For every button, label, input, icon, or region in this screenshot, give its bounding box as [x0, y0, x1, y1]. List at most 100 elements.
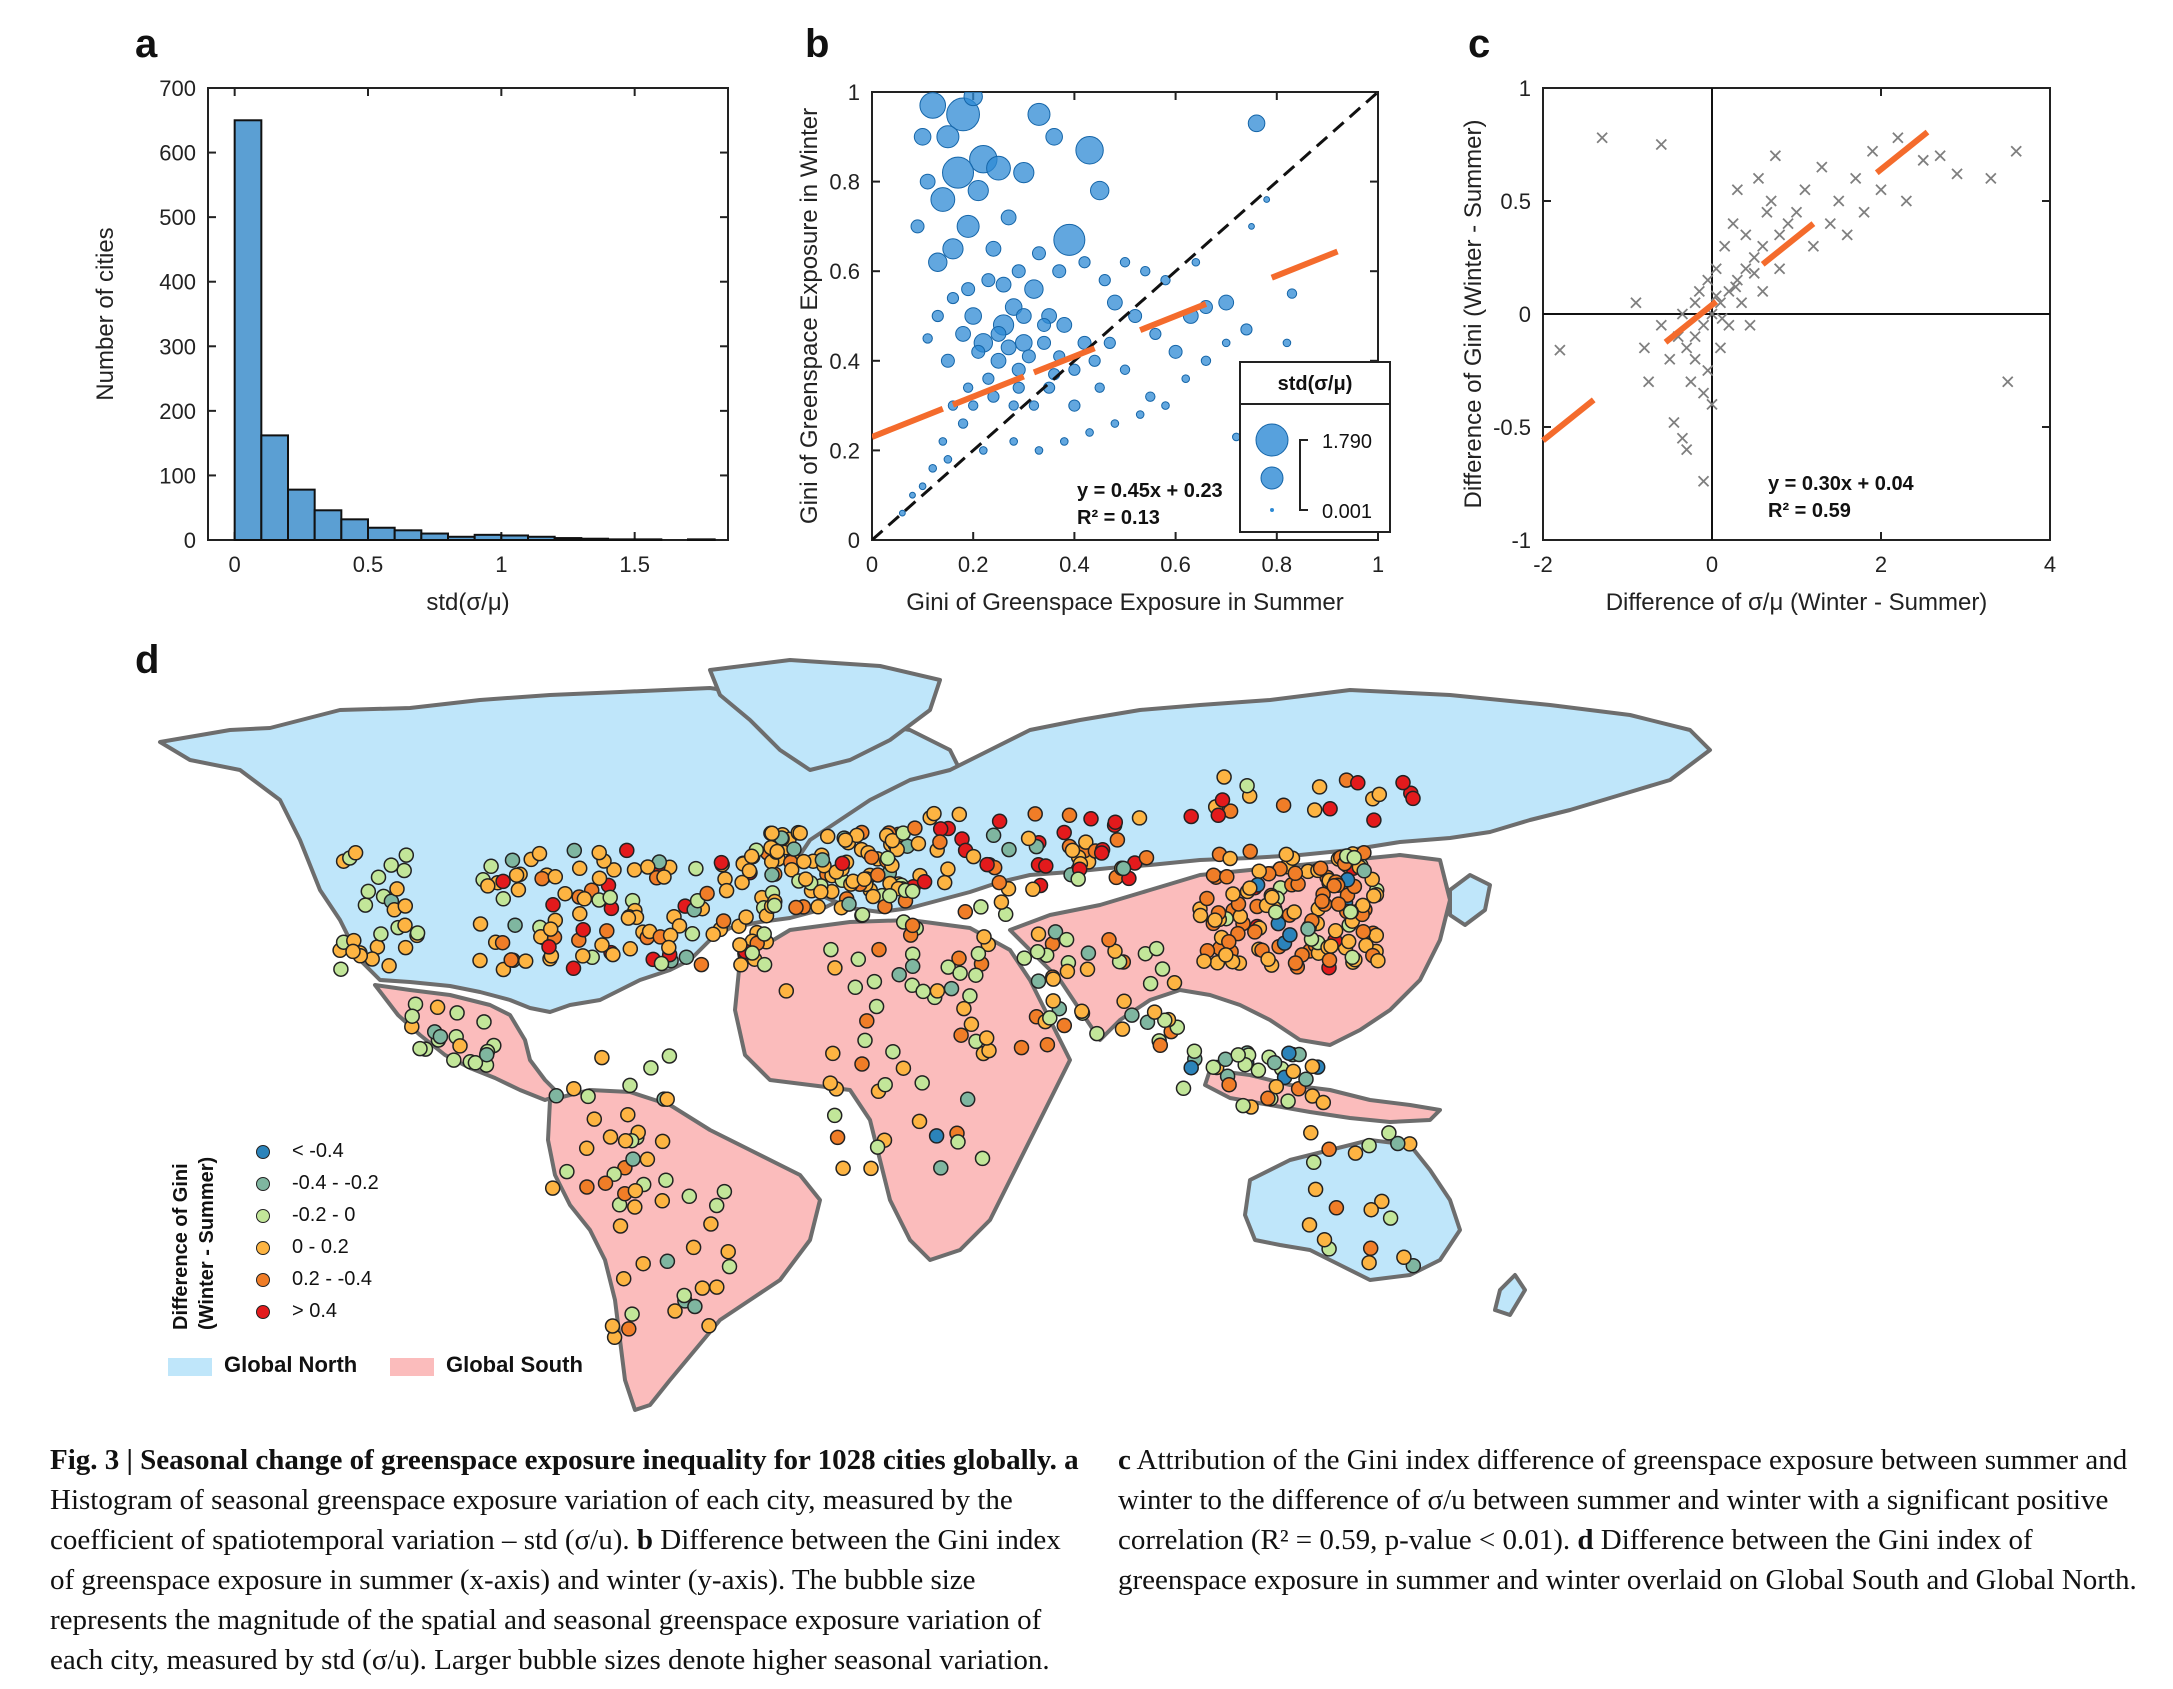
city-point — [868, 998, 885, 1015]
city-point — [1207, 912, 1223, 928]
city-point — [333, 961, 349, 977]
x-tick-label: 1 — [495, 552, 507, 577]
map-legend-title: Difference of Gini (Winter - Summer) — [168, 1090, 220, 1330]
city-point — [915, 983, 931, 1000]
city-point — [856, 871, 873, 888]
city-point — [544, 1180, 561, 1196]
city-point — [819, 828, 836, 845]
city-point — [756, 956, 773, 973]
fit-line-segment — [1032, 345, 1096, 376]
city-point — [1221, 934, 1237, 950]
x-marker-point — [1816, 161, 1828, 173]
city-point — [1047, 924, 1064, 940]
city-point — [863, 849, 880, 865]
bubble-point — [1140, 266, 1151, 277]
map-city-points — [332, 769, 1422, 1346]
x-tick-label: -2 — [1533, 552, 1553, 577]
city-point — [778, 983, 795, 999]
bubble-point — [1013, 162, 1035, 184]
bubble-point — [1008, 400, 1019, 411]
city-point — [1322, 801, 1338, 817]
city-point — [813, 884, 829, 900]
x-marker-point — [1702, 364, 1714, 377]
city-point — [1366, 888, 1382, 904]
fit-line-segment — [1541, 397, 1596, 443]
city-point — [373, 926, 389, 942]
bubble-point — [1059, 437, 1069, 446]
bubble-point — [1160, 274, 1171, 286]
city-point — [1361, 1137, 1377, 1154]
city-point — [612, 1218, 629, 1234]
bubble-point — [1286, 288, 1298, 299]
x-marker-point — [1681, 342, 1693, 354]
x-marker-point — [1761, 206, 1773, 218]
city-point — [620, 1106, 636, 1123]
city-point — [1275, 797, 1292, 813]
city-point — [1346, 849, 1362, 866]
city-point — [579, 1179, 595, 1195]
bubble-point — [942, 238, 964, 260]
bubble-point — [1110, 419, 1120, 428]
city-point — [452, 1038, 468, 1054]
city-point — [720, 1243, 736, 1260]
city-point — [429, 999, 446, 1016]
bubble-point — [1128, 309, 1143, 323]
city-point — [495, 873, 511, 890]
x-axis-label: Gini of Greenspace Exposure in Summer — [906, 589, 1344, 616]
bubble-point — [1068, 363, 1081, 376]
caption-c-label: c — [1118, 1444, 1131, 1476]
y-tick-label: 300 — [159, 334, 196, 359]
city-point — [1210, 807, 1227, 824]
city-point — [678, 949, 695, 965]
city-point — [404, 1008, 420, 1024]
histogram-chart: 0 0.5 1 1.5 0 100 200 300 400 500 600 700 std(σ/μ) Nu… — [92, 76, 729, 616]
bubble-point — [1028, 400, 1040, 411]
city-point — [904, 883, 921, 900]
city-point — [1355, 923, 1372, 940]
x-marker-point — [1697, 387, 1710, 399]
x-marker-point — [1740, 229, 1752, 241]
city-point — [701, 1318, 717, 1334]
x-marker-point — [1676, 308, 1689, 320]
city-point — [1301, 1217, 1318, 1233]
city-point — [835, 1160, 851, 1177]
bubble-point — [1247, 114, 1266, 133]
y-tick-label: 0.5 — [1500, 189, 1531, 214]
city-point — [1157, 1012, 1173, 1029]
fit-r2: R² = 0.59 — [1768, 500, 1851, 522]
legend-class-label: > 0.4 — [292, 1300, 338, 1322]
south-america — [546, 1088, 822, 1412]
city-point — [635, 1255, 651, 1272]
histogram-bar — [287, 488, 316, 541]
city-point — [951, 950, 967, 967]
x-marker-point — [1689, 297, 1701, 309]
city-point — [718, 882, 735, 899]
city-point — [1039, 1036, 1056, 1053]
city-point — [1080, 945, 1097, 961]
x-marker-point — [1697, 319, 1710, 331]
x-marker-point — [1782, 217, 1794, 230]
histogram-bar — [527, 535, 556, 541]
x-marker-point — [1769, 150, 1782, 162]
city-point — [1268, 1078, 1285, 1095]
x-marker-point — [1858, 206, 1870, 218]
city-point — [991, 813, 1008, 830]
city-point — [604, 1318, 621, 1334]
city-point — [976, 929, 992, 945]
city-point — [733, 957, 749, 973]
city-point — [1214, 792, 1231, 808]
city-point — [606, 862, 622, 878]
bubble-point — [1103, 336, 1116, 349]
city-point — [547, 869, 564, 885]
city-point — [627, 1182, 644, 1199]
bubble-point — [1078, 256, 1091, 269]
city-point — [796, 853, 812, 870]
city-point — [1175, 1080, 1192, 1097]
x-tick-label: 1.5 — [619, 552, 650, 577]
city-point — [599, 923, 615, 939]
x-tick-label: 0.6 — [1160, 552, 1191, 577]
x-marker-point — [1655, 138, 1667, 151]
city-point — [575, 921, 591, 938]
bubble-point — [922, 333, 933, 344]
city-point — [709, 1279, 725, 1295]
